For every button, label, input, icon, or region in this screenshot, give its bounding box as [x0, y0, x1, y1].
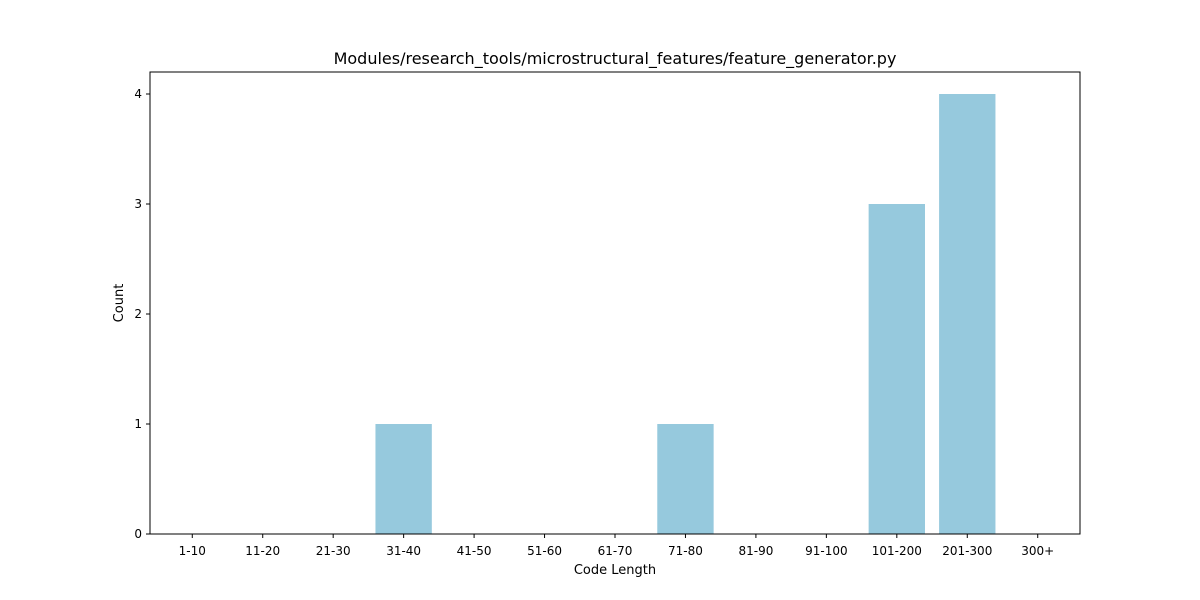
x-tick-label: 300+ — [1021, 544, 1054, 558]
bar-101-200 — [868, 204, 925, 534]
y-tick-label: 4 — [134, 87, 142, 101]
y-tick-label: 3 — [134, 197, 142, 211]
y-axis-label: Count — [112, 284, 127, 323]
x-tick-label: 51-60 — [527, 544, 562, 558]
plot-frame — [149, 71, 1081, 535]
x-tick-label: 81-90 — [738, 544, 773, 558]
x-tick-label: 101-200 — [872, 544, 922, 558]
y-tick-label: 2 — [134, 307, 142, 321]
chart-title: Modules/research_tools/microstructural_f… — [334, 49, 897, 69]
x-tick-label: 91-100 — [805, 544, 848, 558]
bar-71-80 — [657, 424, 714, 534]
x-tick-label: 61-70 — [598, 544, 633, 558]
x-tick-label: 11-20 — [245, 544, 280, 558]
x-tick-label: 41-50 — [457, 544, 492, 558]
x-tick-label: 21-30 — [316, 544, 351, 558]
x-tick-label: 201-300 — [942, 544, 992, 558]
bar-31-40 — [375, 424, 432, 534]
y-axis-ticks: 0 1 2 3 4 — [134, 87, 150, 541]
y-tick-label: 1 — [134, 417, 142, 431]
bars-group — [375, 94, 996, 534]
x-tick-label: 71-80 — [668, 544, 703, 558]
x-axis-ticks: 1-10 11-20 21-30 31-40 41-50 51-60 61-70 71-80 8… — [179, 534, 1054, 558]
x-tick-label: 31-40 — [386, 544, 421, 558]
y-tick-label: 0 — [134, 527, 142, 541]
x-tick-label: 1-10 — [179, 544, 206, 558]
x-axis-label: Code Length — [574, 563, 656, 578]
bar-201-300 — [939, 94, 996, 534]
